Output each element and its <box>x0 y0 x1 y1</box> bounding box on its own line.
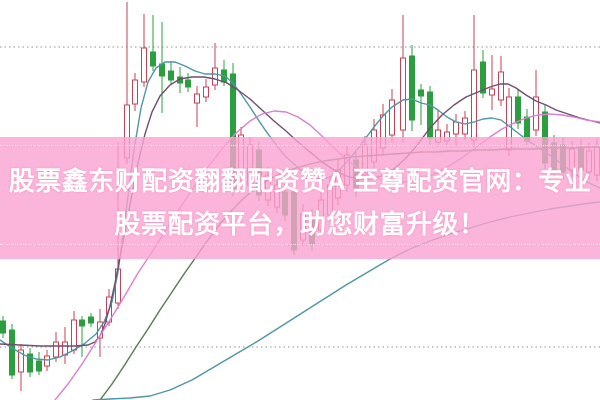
promo-text-line1: 股票鑫东财配资翻翻配资赞A 至尊配资官网：专业 <box>8 166 592 196</box>
promo-text: 股票鑫东财配资翻翻配资赞A 至尊配资官网：专业 股票配资平台，助您财富升级！ <box>0 160 600 246</box>
gridline-through-banner-top <box>0 145 600 146</box>
promo-text-line2: 股票配资平台，助您财富升级！ <box>114 209 486 239</box>
gridline-through-banner-bottom <box>0 244 600 245</box>
promo-banner-overlay: 股票鑫东财配资翻翻配资赞A 至尊配资官网：专业 股票配资平台，助您财富升级！ <box>0 137 600 259</box>
